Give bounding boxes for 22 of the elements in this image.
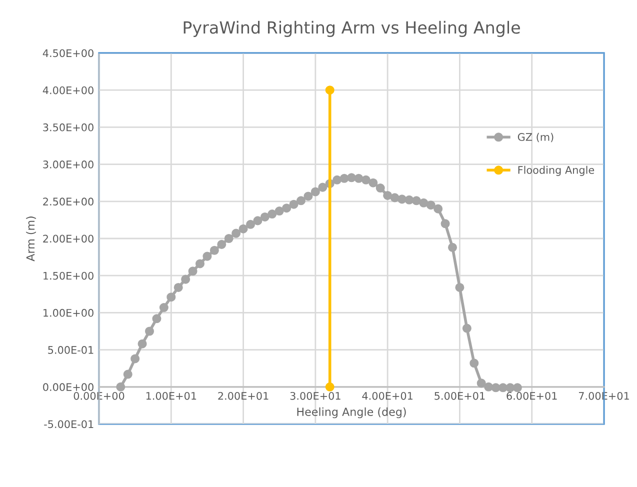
x-tick-label: 4.00E+01: [362, 392, 412, 400]
x-tick-label: 3.00E+01: [290, 392, 340, 400]
y-tick-label: 4.50E+00: [42, 49, 94, 58]
chart-title: PyraWind Righting Arm vs Heeling Angle: [184, 20, 520, 38]
y-tick-label: -5.00E-01: [44, 420, 94, 428]
y-tick-label: 1.50E+00: [44, 272, 94, 280]
x-axis-title: Heeling Angle (deg): [297, 407, 406, 418]
y-tick-label: 5.00E-01: [48, 346, 94, 354]
y-axis-title: Arm (m): [26, 216, 36, 262]
legend-label: Flooding Angle: [518, 166, 594, 176]
y-tick-label: 3.00E+00: [43, 160, 94, 168]
y-tick-label: 4.00E+00: [42, 86, 94, 94]
y-tick-label: 1.00E+00: [44, 308, 94, 317]
y-tick-label: 2.50E+00: [43, 198, 94, 206]
legend-label: GZ (m): [518, 132, 554, 142]
y-tick-label: 2.00E+00: [43, 234, 94, 243]
x-tick-label: 2.00E+01: [218, 392, 268, 400]
x-tick-label: 5.00E+01: [434, 392, 485, 400]
y-tick-label: 0.00E+00: [43, 383, 94, 392]
x-tick-label: 6.00E+01: [506, 392, 557, 400]
y-tick-label: 3.50E+00: [43, 123, 94, 132]
x-tick-label: 1.00E+01: [146, 392, 196, 400]
